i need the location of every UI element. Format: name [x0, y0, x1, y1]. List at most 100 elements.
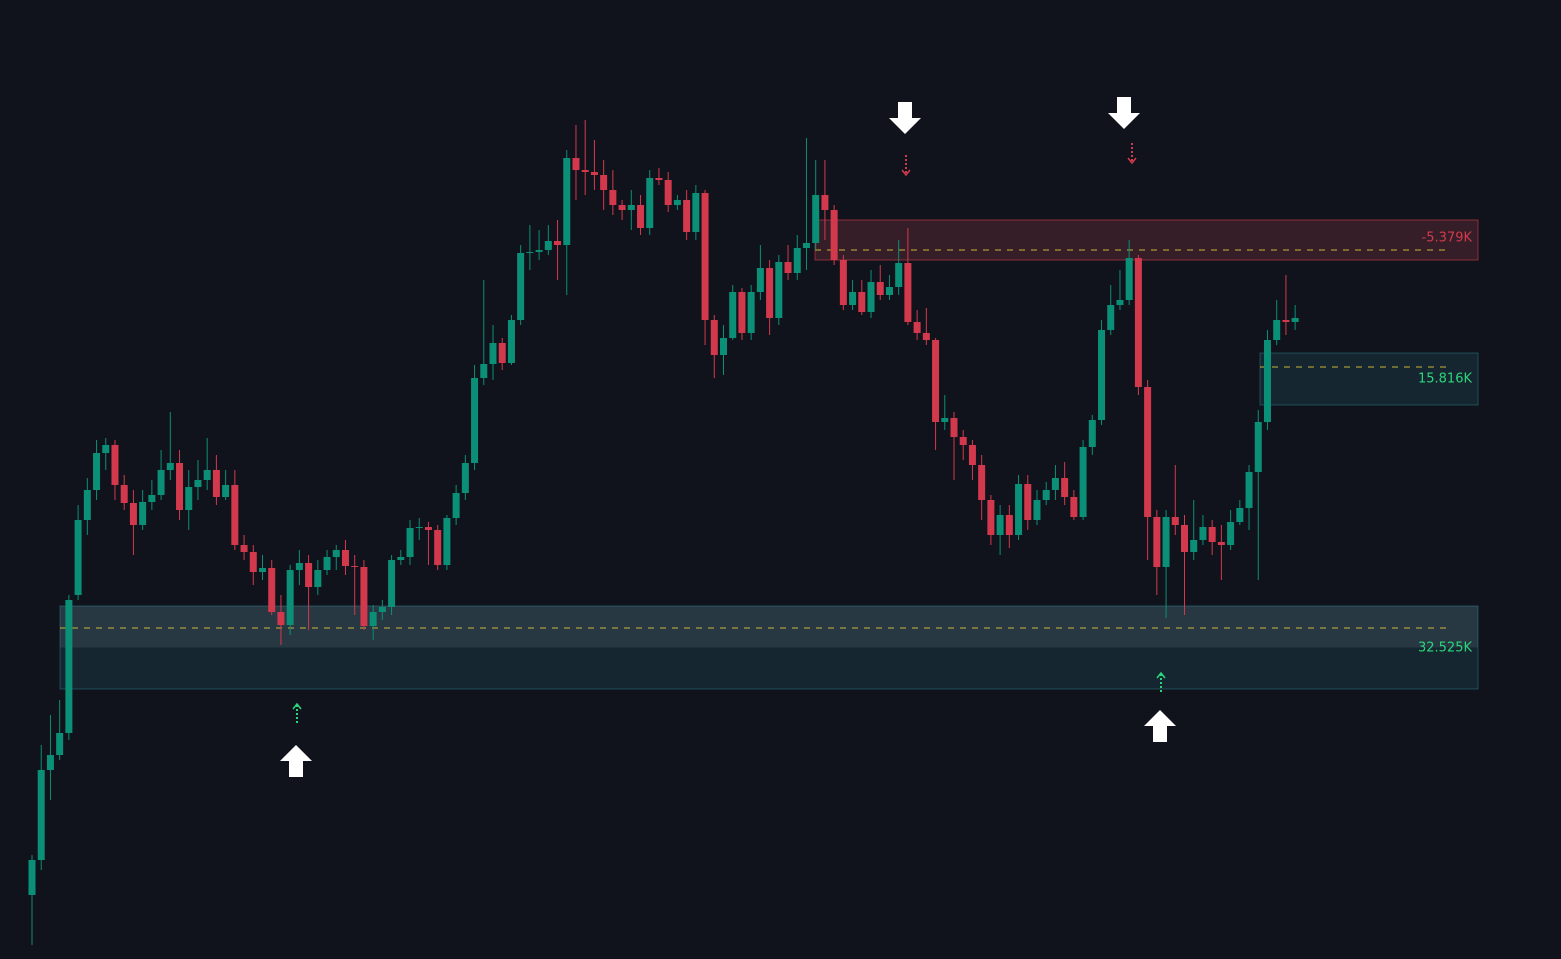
- candle-body: [978, 465, 986, 500]
- candle-body: [812, 195, 820, 243]
- candle-body: [885, 287, 893, 295]
- candle-body: [341, 550, 349, 566]
- candle-body: [563, 158, 571, 245]
- candle-body: [867, 282, 875, 312]
- candle-body: [581, 170, 589, 172]
- candle-body: [756, 268, 764, 292]
- candle-body: [664, 180, 672, 205]
- candle-body: [1208, 527, 1216, 542]
- candle-body: [37, 770, 45, 860]
- candle-body: [600, 175, 608, 190]
- candle-body: [212, 470, 220, 497]
- candle-body: [249, 552, 257, 572]
- candle-body: [424, 527, 432, 530]
- candle-body: [1070, 497, 1078, 517]
- candle-body: [839, 260, 847, 305]
- zone: [59, 605, 1479, 690]
- candle-body: [203, 470, 211, 480]
- candle-body: [766, 268, 774, 318]
- candle-body: [351, 566, 359, 567]
- candle-body: [637, 205, 645, 228]
- candle-body: [1171, 517, 1179, 525]
- candle-body: [286, 570, 294, 625]
- buy-arrow: [1144, 710, 1176, 742]
- candle-body: [996, 515, 1004, 535]
- candle-body: [544, 241, 552, 250]
- candle-body: [268, 568, 276, 612]
- candle-body: [554, 241, 562, 245]
- candle-body: [480, 364, 488, 378]
- candle-body: [369, 612, 377, 626]
- candle-body: [194, 480, 202, 487]
- zone-upper: [60, 606, 1478, 648]
- candle-body: [646, 178, 654, 228]
- candle-body: [1116, 300, 1124, 305]
- candle-body: [950, 418, 958, 437]
- candle-body: [1263, 340, 1271, 422]
- candle-body: [360, 567, 368, 626]
- candle-body: [185, 487, 193, 510]
- candle-body: [305, 563, 313, 587]
- zone: [814, 219, 1479, 261]
- candle-body: [673, 200, 681, 205]
- candle-body: [858, 292, 866, 312]
- candle-body: [1107, 305, 1115, 330]
- candle-body: [683, 200, 691, 232]
- candle-body: [821, 195, 829, 210]
- candle-body: [111, 445, 119, 485]
- buy-arrow: [280, 745, 312, 777]
- candles: [28, 120, 1299, 945]
- signals: [280, 97, 1176, 777]
- candle-body: [747, 292, 755, 333]
- candle-body: [157, 470, 165, 495]
- sell-arrow: [889, 102, 921, 134]
- candle-body: [314, 570, 322, 587]
- candle-body: [378, 607, 386, 612]
- buy-signal: [292, 702, 302, 710]
- zone: [1259, 352, 1479, 406]
- candle-body: [1125, 258, 1133, 300]
- sell-signal: [1127, 157, 1137, 165]
- candle-body: [987, 500, 995, 535]
- candle-body: [93, 453, 101, 490]
- candle-body: [1181, 525, 1188, 552]
- sell-signal: [901, 169, 911, 177]
- zone-label: -5.379K: [1422, 231, 1473, 246]
- candle-body: [738, 292, 746, 333]
- candle-body: [627, 205, 635, 210]
- candle-body: [240, 545, 248, 552]
- candle-body: [56, 733, 64, 755]
- candle-body: [784, 262, 792, 273]
- candle-body: [1217, 542, 1225, 545]
- candle-body: [28, 860, 36, 895]
- candle-body: [74, 520, 82, 595]
- candle-body: [434, 530, 442, 565]
- candle-body: [1144, 387, 1152, 517]
- candle-body: [517, 253, 525, 320]
- candle-body: [397, 557, 405, 560]
- candle-body: [295, 563, 303, 570]
- candle-body: [1153, 517, 1161, 567]
- candle-body: [922, 333, 930, 340]
- candle-body: [46, 755, 54, 770]
- candle-body: [83, 490, 91, 520]
- candle-body: [692, 193, 700, 232]
- buy-signal: [1156, 671, 1166, 679]
- candle-body: [710, 320, 718, 355]
- candle-body: [609, 190, 617, 205]
- candle-body: [1088, 420, 1096, 447]
- candle-body: [222, 485, 230, 497]
- candle-body: [1098, 330, 1106, 420]
- candle-body: [406, 528, 414, 557]
- zone-label: 15.816K: [1418, 372, 1472, 387]
- candle-body: [590, 172, 598, 175]
- candle-body: [876, 282, 884, 295]
- candle-body: [959, 437, 967, 445]
- candle-body: [720, 338, 727, 355]
- candle-body: [1190, 540, 1198, 552]
- candle-body: [148, 495, 156, 502]
- candle-body: [176, 463, 184, 510]
- candle-body: [259, 568, 266, 572]
